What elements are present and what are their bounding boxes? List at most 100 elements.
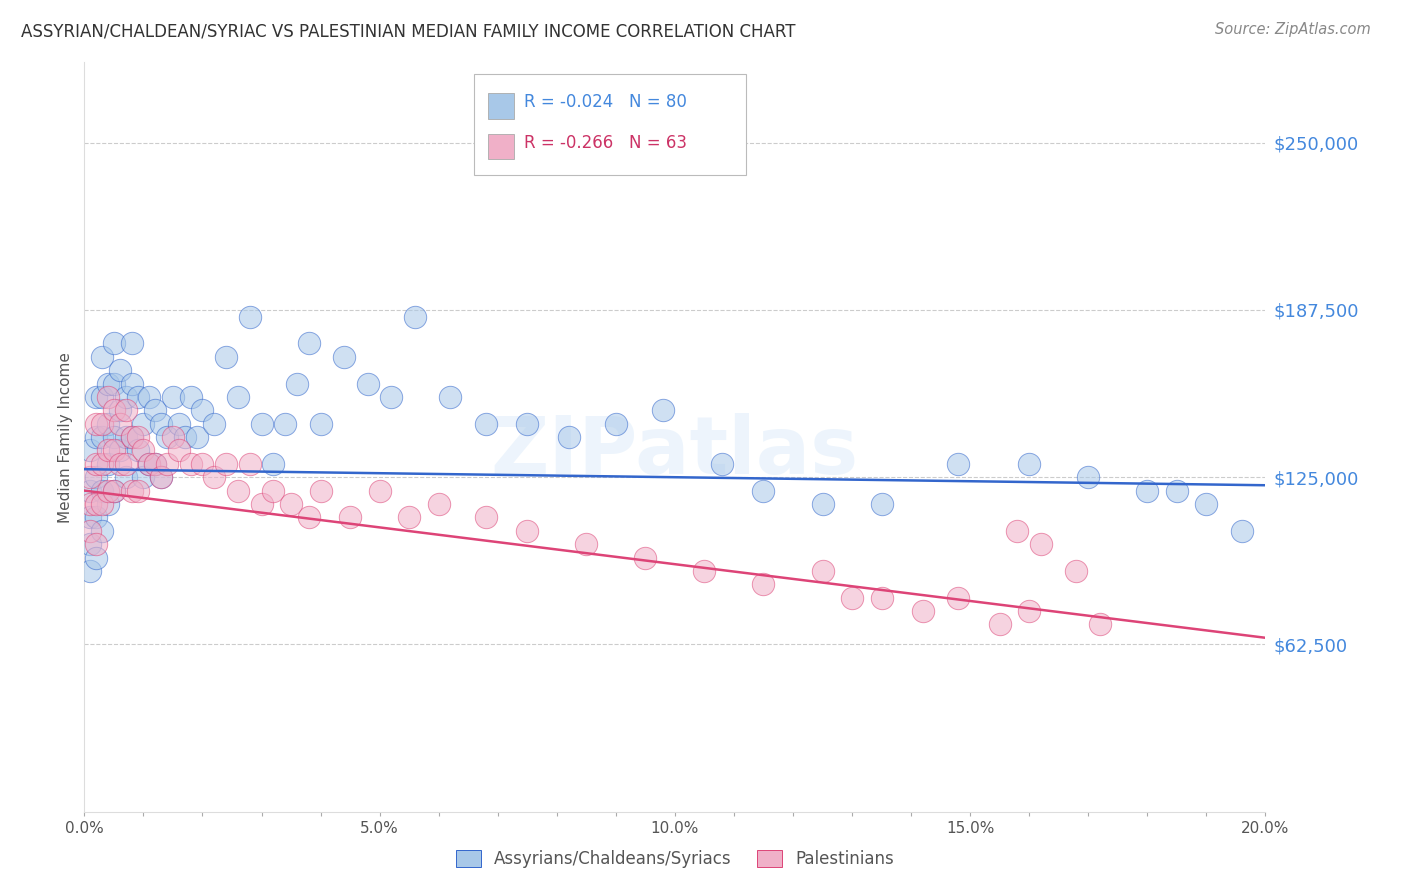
Point: [121, 430, 143, 444]
Point: [226, 390, 249, 404]
Point: [114, 390, 136, 404]
Point: [357, 376, 380, 391]
Point: [97, 376, 120, 391]
Point: [114, 457, 136, 471]
Point: [475, 510, 498, 524]
Point: [634, 550, 657, 565]
Point: [138, 457, 160, 471]
Point: [575, 537, 598, 551]
Point: [202, 470, 225, 484]
Point: [309, 417, 332, 431]
Point: [103, 483, 125, 498]
Point: [132, 443, 155, 458]
Point: [191, 403, 214, 417]
Point: [79, 443, 101, 458]
Point: [91, 390, 114, 404]
Point: [114, 430, 136, 444]
Point: [84, 457, 107, 471]
Text: R = -0.266   N = 63: R = -0.266 N = 63: [523, 134, 686, 152]
Point: [150, 470, 173, 484]
Point: [605, 417, 627, 431]
Point: [516, 417, 538, 431]
Point: [97, 390, 120, 404]
Point: [79, 510, 101, 524]
Point: [439, 390, 461, 404]
Point: [339, 510, 361, 524]
Point: [475, 417, 498, 431]
Point: [108, 403, 131, 417]
Point: [138, 390, 160, 404]
Point: [1166, 483, 1188, 498]
Point: [121, 430, 143, 444]
Point: [156, 430, 179, 444]
Point: [250, 497, 273, 511]
Text: R = -0.024   N = 80: R = -0.024 N = 80: [523, 93, 686, 112]
Point: [239, 457, 262, 471]
Point: [84, 417, 107, 431]
Point: [1136, 483, 1159, 498]
Point: [285, 376, 308, 391]
Point: [79, 564, 101, 578]
Point: [91, 497, 114, 511]
Point: [309, 483, 332, 498]
Point: [91, 430, 114, 444]
Point: [652, 403, 675, 417]
Point: [215, 457, 238, 471]
Point: [97, 483, 120, 498]
Point: [84, 497, 107, 511]
Point: [97, 417, 120, 431]
Point: [162, 390, 184, 404]
Point: [132, 417, 155, 431]
Point: [97, 497, 120, 511]
Point: [103, 483, 125, 498]
Point: [143, 457, 166, 471]
Point: [333, 350, 356, 364]
Point: [121, 483, 143, 498]
Text: ASSYRIAN/CHALDEAN/SYRIAC VS PALESTINIAN MEDIAN FAMILY INCOME CORRELATION CHART: ASSYRIAN/CHALDEAN/SYRIAC VS PALESTINIAN …: [21, 22, 796, 40]
Point: [711, 457, 734, 471]
Point: [108, 417, 131, 431]
Point: [202, 417, 225, 431]
Point: [150, 470, 173, 484]
Point: [91, 524, 114, 538]
Text: ZIPatlas: ZIPatlas: [491, 413, 859, 491]
Point: [156, 457, 179, 471]
Point: [127, 430, 149, 444]
Point: [226, 483, 249, 498]
Point: [143, 457, 166, 471]
Point: [191, 457, 214, 471]
Point: [127, 443, 149, 458]
Point: [79, 524, 101, 538]
Point: [79, 537, 101, 551]
Point: [811, 564, 834, 578]
Point: [121, 376, 143, 391]
Point: [1066, 564, 1088, 578]
FancyBboxPatch shape: [488, 134, 515, 159]
Point: [162, 430, 184, 444]
Point: [988, 617, 1011, 632]
Point: [143, 403, 166, 417]
Point: [215, 350, 238, 364]
Point: [298, 510, 321, 524]
Point: [84, 510, 107, 524]
Point: [368, 483, 391, 498]
Point: [516, 524, 538, 538]
Point: [103, 443, 125, 458]
Y-axis label: Median Family Income: Median Family Income: [58, 351, 73, 523]
Point: [262, 483, 284, 498]
Point: [91, 350, 114, 364]
Point: [948, 591, 970, 605]
Point: [79, 483, 101, 498]
Point: [186, 430, 208, 444]
Point: [114, 470, 136, 484]
Point: [911, 604, 934, 618]
Point: [91, 457, 114, 471]
Point: [262, 457, 284, 471]
Point: [108, 363, 131, 377]
Point: [239, 310, 262, 324]
Point: [870, 591, 893, 605]
Point: [250, 417, 273, 431]
Point: [948, 457, 970, 471]
Point: [1195, 497, 1218, 511]
FancyBboxPatch shape: [488, 93, 515, 119]
